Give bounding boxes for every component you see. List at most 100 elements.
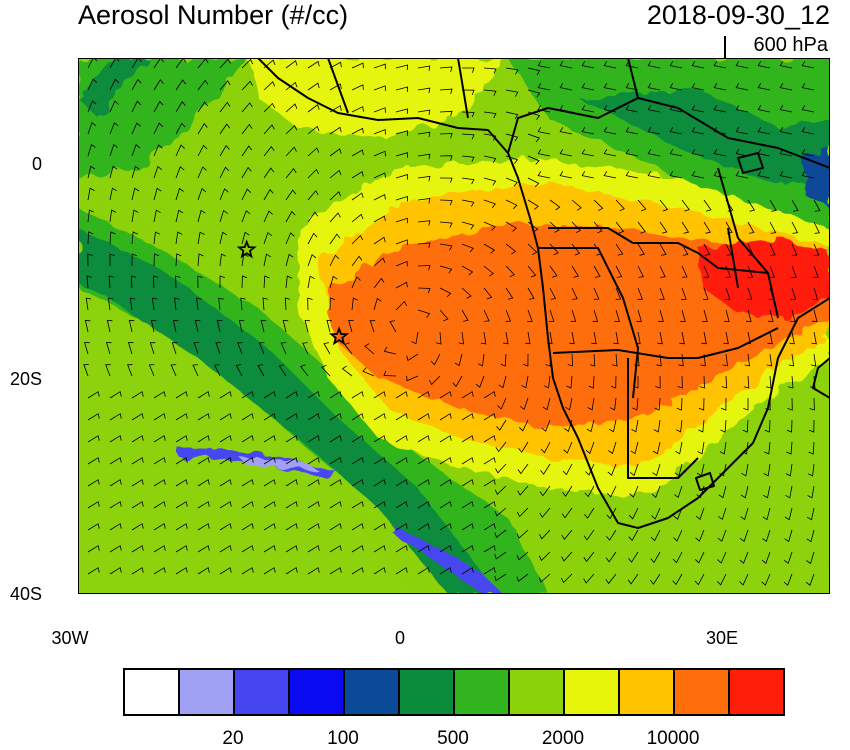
wind-barb: [87, 435, 100, 443]
wind-barb: [307, 413, 320, 421]
wind-barb: [153, 79, 164, 91]
wind-barb: [439, 243, 453, 251]
wind-barb: [351, 84, 364, 91]
wind-barb: [791, 221, 799, 234]
wind-barb: [321, 364, 331, 377]
wind-barb: [735, 61, 749, 69]
wind-barb: [475, 375, 485, 388]
wind-barb: [263, 413, 276, 421]
wind-barb: [105, 342, 112, 355]
colorbar-swatch: [455, 670, 510, 714]
wind-barb: [109, 545, 122, 553]
wind-barb: [584, 485, 595, 498]
wind-barb: [676, 397, 683, 411]
wind-barb: [603, 127, 617, 135]
wind-barb: [411, 331, 419, 345]
wind-barb: [175, 166, 185, 179]
wind-barb: [214, 364, 221, 377]
wind-barb: [461, 545, 474, 553]
wind-barb: [351, 567, 364, 575]
wind-barb: [494, 551, 507, 560]
wind-barb: [439, 221, 453, 228]
wind-barb: [614, 309, 620, 322]
wind-barb: [769, 199, 777, 212]
wind-barb: [656, 353, 662, 367]
wind-barb: [373, 391, 386, 399]
wind-barb: [603, 61, 617, 69]
wind-barb: [439, 567, 452, 575]
wind-barb: [537, 105, 551, 113]
wind-barb: [549, 243, 559, 256]
wind-barb: [718, 485, 727, 499]
wind-barb: [521, 375, 529, 389]
wind-barb: [497, 397, 507, 410]
wind-barb: [703, 265, 710, 278]
wind-barb: [302, 342, 309, 355]
wind-barb: [263, 188, 274, 201]
wind-barb: [636, 309, 642, 322]
wind-barb: [351, 192, 364, 201]
wind-barb: [747, 265, 754, 278]
wind-barb: [461, 243, 474, 253]
wind-barb: [329, 169, 342, 179]
wind-barb: [395, 195, 408, 202]
wind-barb: [562, 463, 573, 476]
wind-barb: [131, 100, 142, 113]
wind-barb: [764, 441, 771, 455]
wind-barb: [373, 479, 386, 487]
wind-barb: [329, 126, 342, 135]
wind-barb: [540, 463, 551, 475]
wind-barb: [395, 108, 409, 114]
wind-barb: [219, 435, 232, 443]
wind-barb: [263, 102, 276, 113]
wind-barb: [681, 287, 687, 300]
wind-barb: [637, 287, 643, 300]
wind-barb: [527, 309, 533, 322]
level-tick: [724, 36, 726, 58]
wind-barb: [761, 573, 771, 586]
wind-barb: [462, 67, 475, 73]
wind-barb: [605, 573, 617, 585]
wind-barb: [537, 83, 551, 91]
datetime-label: 2018-09-30_12: [646, 0, 830, 30]
wind-barb: [87, 253, 93, 267]
border-line-4: [627, 358, 699, 479]
wind-barb: [87, 78, 97, 91]
wind-barb: [494, 507, 507, 517]
wind-barb: [307, 501, 320, 509]
wind-barb: [581, 171, 595, 179]
wind-barb: [762, 529, 771, 543]
wind-barb: [172, 319, 179, 333]
star-marker: [236, 239, 257, 259]
wind-barb: [369, 320, 376, 333]
wind-barb: [583, 529, 595, 541]
wind-barb: [241, 275, 248, 289]
wind-barb: [477, 353, 485, 367]
wind-barb: [461, 221, 475, 230]
border-line-9: [327, 58, 349, 114]
wind-barb: [175, 187, 184, 201]
wind-barb: [581, 105, 595, 113]
wind-barb: [746, 309, 752, 323]
pressure-level-label: 600 hPa: [753, 34, 828, 56]
wind-barb: [153, 523, 166, 531]
wind-barb: [263, 81, 276, 91]
wind-barb: [153, 231, 161, 245]
wind-barb: [439, 391, 452, 399]
wind-barb: [87, 143, 96, 157]
wind-barb: [757, 171, 771, 179]
wind-barb: [373, 236, 386, 245]
wind-barb: [109, 435, 122, 443]
wind-barb: [541, 419, 551, 432]
wind-barb: [787, 375, 794, 389]
wind-barb: [329, 545, 342, 553]
wind-barb: [762, 485, 771, 499]
wind-barb: [87, 523, 100, 531]
wind-barb: [813, 265, 819, 278]
wind-barb: [329, 479, 342, 487]
wind-barb: [285, 501, 298, 509]
wind-barb: [307, 147, 320, 157]
wind-barb: [285, 545, 298, 553]
wind-barb: [351, 545, 364, 553]
wind-barb: [241, 391, 254, 399]
